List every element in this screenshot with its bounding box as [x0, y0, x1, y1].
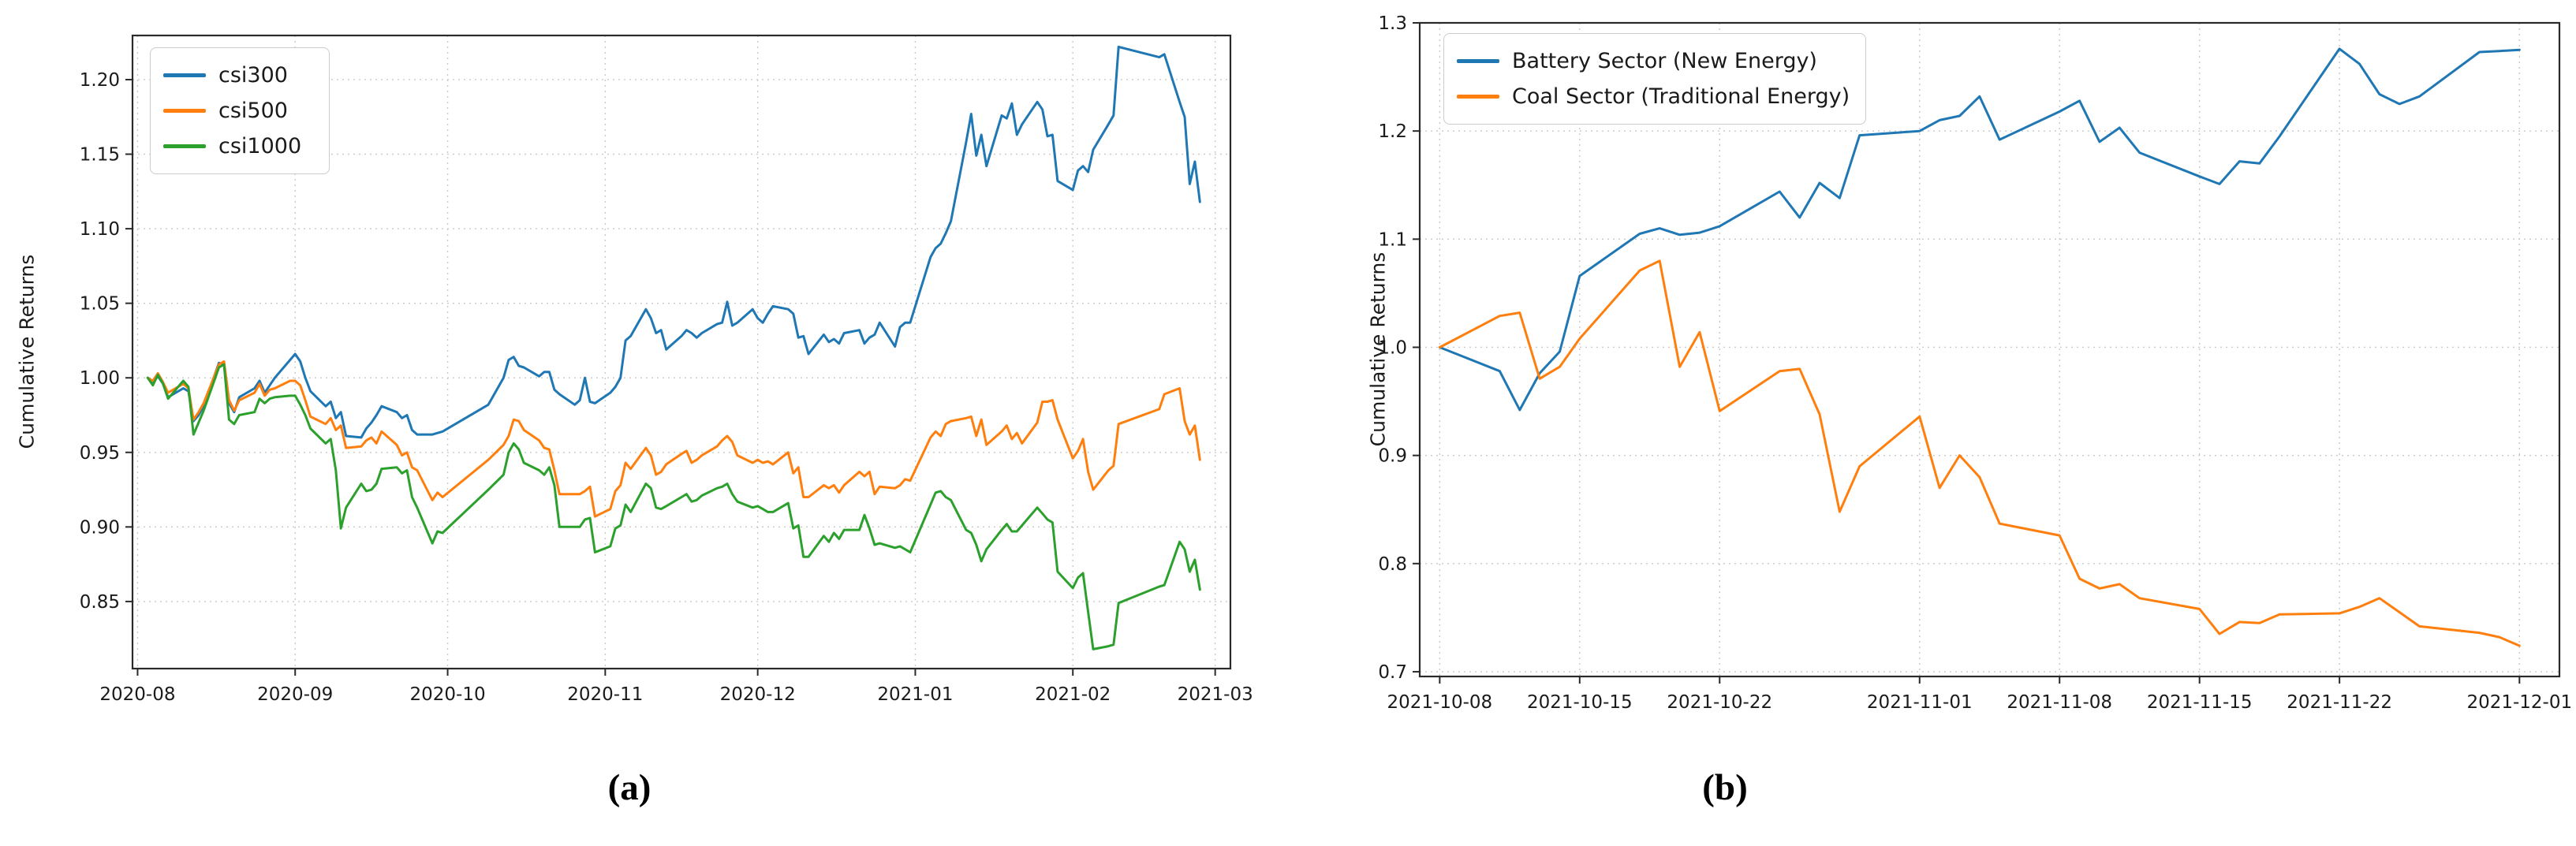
legend-swatch-csi1000 [163, 144, 206, 148]
y-axis-label-a: Cumulative Returns [15, 254, 39, 449]
caption-a: (a) [607, 767, 651, 808]
series-line-csi300 [146, 45, 1201, 439]
plot-frame [131, 34, 1232, 670]
x-tick-label: 2021-03 [1178, 684, 1253, 705]
series-line-csi500 [146, 360, 1201, 518]
x-tick-label: 2021-02 [1035, 684, 1111, 705]
x-tick-label: 2021-10-08 [1387, 692, 1493, 713]
legend-item-csi300: csi300 [163, 63, 313, 88]
y-tick-label: 1.05 [80, 294, 120, 315]
caption-b: (b) [1702, 767, 1748, 808]
y-tick-label: 0.90 [80, 517, 120, 538]
legend-label-csi300: csi300 [218, 63, 288, 88]
y-tick-label: 1.0 [1378, 337, 1407, 358]
legend-label-coal: Coal Sector (Traditional Energy) [1512, 84, 1850, 109]
legend-a: csi300 csi500 csi1000 [150, 47, 330, 174]
y-tick-label: 0.9 [1378, 446, 1407, 467]
y-tick-label: 1.2 [1378, 121, 1407, 142]
chart-b-canvas: 2021-10-08 2021-10-15 2021-10-22 2021-11-01… [1378, 13, 2572, 713]
x-tick-label: 2020-11 [567, 684, 643, 705]
x-tick-label: 2021-11-15 [2147, 692, 2253, 713]
y-tick-label: 1.15 [80, 145, 120, 166]
y-tick-label: 1.10 [80, 219, 120, 240]
legend-swatch-coal [1457, 95, 1499, 99]
series-line-battery-sector-(new-energy) [1438, 47, 2521, 412]
legend-item-battery: Battery Sector (New Energy) [1457, 49, 1850, 73]
x-tick-label: 2020-09 [257, 684, 333, 705]
series-line-csi1000 [146, 363, 1201, 650]
series-line-coal-sector-(traditional-energy) [1438, 259, 2521, 647]
y-tick-label: 0.95 [80, 443, 120, 464]
legend-swatch-battery [1457, 59, 1499, 63]
y-tick-label: 0.7 [1378, 662, 1407, 683]
legend-label-csi500: csi500 [218, 99, 288, 123]
legend-item-csi500: csi500 [163, 99, 313, 123]
x-tick-label: 2020-08 [99, 684, 175, 705]
y-axis-label-b: Cumulative Returns [1366, 252, 1390, 447]
y-tick-label: 0.85 [80, 592, 120, 613]
x-tick-label: 2021-01 [877, 684, 953, 705]
x-tick-label: 2021-11-08 [2007, 692, 2112, 713]
legend-label-csi1000: csi1000 [218, 134, 302, 158]
y-tick-label: 1.1 [1378, 229, 1407, 250]
x-tick-label: 2020-12 [720, 684, 796, 705]
legend-swatch-csi500 [163, 109, 206, 113]
x-tick-label: 2021-10-22 [1667, 692, 1772, 713]
y-tick-label: 1.3 [1378, 13, 1407, 34]
y-tick-label: 0.8 [1378, 554, 1407, 575]
x-tick-label: 2021-10-15 [1527, 692, 1633, 713]
x-tick-label: 2020-10 [410, 684, 486, 705]
x-tick-label: 2021-11-22 [2287, 692, 2392, 713]
legend-label-battery: Battery Sector (New Energy) [1512, 49, 1817, 73]
chart-a-canvas: 2020-08 2020-09 2020-10 2020-11 2020-12 2021-… [80, 34, 1253, 705]
y-tick-label: 1.20 [80, 70, 120, 91]
plot-frame [1418, 21, 2561, 678]
legend-swatch-csi300 [163, 73, 206, 77]
legend-b: Battery Sector (New Energy) Coal Sector … [1443, 33, 1867, 125]
legend-item-csi1000: csi1000 [163, 134, 313, 158]
y-tick-label: 1.00 [80, 368, 120, 389]
x-tick-label: 2021-11-01 [1867, 692, 1973, 713]
x-tick-label: 2021-12-01 [2466, 692, 2572, 713]
legend-item-coal: Coal Sector (Traditional Energy) [1457, 84, 1850, 109]
